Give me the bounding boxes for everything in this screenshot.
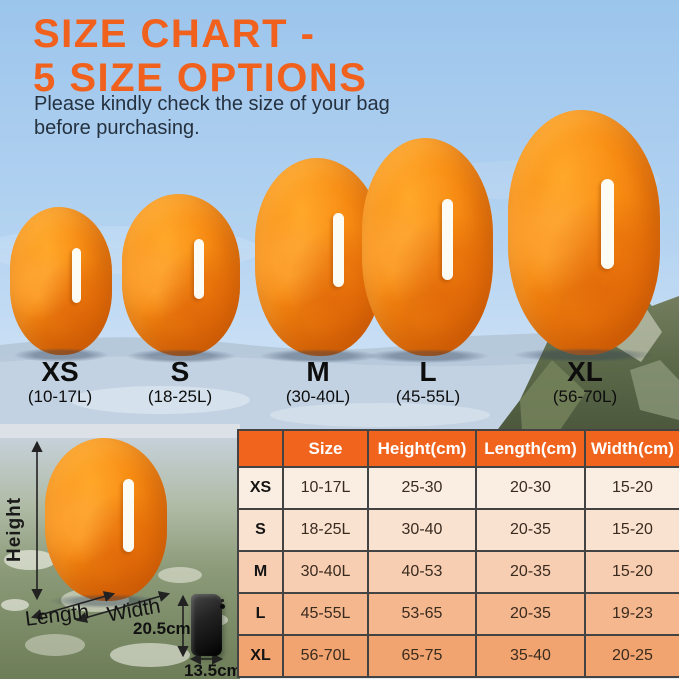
- table-cell: 30-40L: [282, 550, 369, 594]
- table-cell: 45-55L: [282, 592, 369, 636]
- subtitle: Please kindly check the size of your bag…: [34, 92, 390, 140]
- size-label-s: S (18-25L): [120, 357, 240, 407]
- reflective-stripe: [193, 239, 204, 300]
- subtitle-line-1: Please kindly check the size of your bag: [34, 93, 390, 115]
- table-cell: 20-35: [475, 550, 586, 594]
- size-capacity: (18-25L): [147, 387, 213, 406]
- header-cell-length: Length(cm): [475, 429, 586, 468]
- table-cell: XL: [237, 634, 284, 678]
- size-table: Size Height(cm) Length(cm) Width(cm) XS …: [237, 429, 679, 678]
- rain-cover-m: [255, 158, 383, 363]
- size-code: S: [170, 356, 190, 387]
- size-capacity: (10-17L): [27, 387, 93, 406]
- table-cell: 20-35: [475, 508, 586, 552]
- rain-cover-xs: [10, 207, 112, 362]
- table-cell: 25-30: [367, 466, 477, 510]
- table-row-l: L 45-55L 53-65 20-35 19-23: [237, 592, 679, 636]
- header-cell-size: Size: [282, 429, 369, 468]
- size-label-l: L (45-55L): [368, 357, 488, 407]
- title-line-1: SIZE CHART -: [33, 12, 316, 56]
- table-cell: S: [237, 508, 284, 552]
- table-cell: 15-20: [584, 508, 679, 552]
- table-cell: 20-30: [475, 466, 586, 510]
- reflective-stripe: [72, 248, 81, 304]
- size-code: XS: [41, 356, 79, 387]
- header-cell-width: Width(cm): [584, 429, 679, 468]
- table-cell: 15-20: [584, 550, 679, 594]
- size-label-xs: XS (10-17L): [0, 357, 120, 407]
- table-row-xs: XS 10-17L 25-30 20-30 15-20: [237, 466, 679, 510]
- storage-pouch: [191, 594, 225, 656]
- size-capacity: (45-55L): [395, 387, 461, 406]
- rain-cover-xl: [508, 110, 660, 362]
- table-cell: 10-17L: [282, 466, 369, 510]
- reflective-stripe: [600, 178, 614, 270]
- table-cell: L: [237, 592, 284, 636]
- size-label-xl: XL (56-70L): [525, 357, 645, 407]
- length-dimension-label: Length: [23, 600, 91, 631]
- pouch-width-value: 13.5cm: [184, 661, 242, 679]
- size-code: L: [419, 356, 437, 387]
- table-cell: 56-70L: [282, 634, 369, 678]
- table-row-s: S 18-25L 30-40 20-35 15-20: [237, 508, 679, 552]
- table-cell: M: [237, 550, 284, 594]
- table-cell: 15-20: [584, 466, 679, 510]
- table-cell: 18-25L: [282, 508, 369, 552]
- size-code: XL: [567, 356, 603, 387]
- table-cell: 20-35: [475, 592, 586, 636]
- table-row-xl: XL 56-70L 65-75 35-40 20-25: [237, 634, 679, 678]
- rain-cover-l: [362, 138, 493, 363]
- rain-cover-s: [122, 194, 240, 363]
- table-cell: 20-25: [584, 634, 679, 678]
- size-capacity: (56-70L): [552, 387, 618, 406]
- size-label-m: M (30-40L): [258, 357, 378, 407]
- size-code: M: [306, 356, 330, 387]
- table-cell: 35-40: [475, 634, 586, 678]
- reflective-stripe: [123, 478, 135, 553]
- height-dimension-label: Height: [4, 496, 25, 562]
- subtitle-line-2: before purchasing.: [34, 117, 200, 139]
- page-title: SIZE CHART - 5 SIZE OPTIONS: [33, 12, 367, 100]
- header-cell-empty: [237, 429, 284, 468]
- table-cell: XS: [237, 466, 284, 510]
- table-cell: 65-75: [367, 634, 477, 678]
- table-header-row: Size Height(cm) Length(cm) Width(cm): [237, 429, 679, 468]
- table-cell: 53-65: [367, 592, 477, 636]
- size-capacity: (30-40L): [285, 387, 351, 406]
- reflective-stripe: [333, 213, 344, 287]
- rain-cover-demo: [45, 438, 167, 608]
- table-row-m: M 30-40L 40-53 20-35 15-20: [237, 550, 679, 594]
- table-cell: 19-23: [584, 592, 679, 636]
- table-cell: 40-53: [367, 550, 477, 594]
- header-cell-height: Height(cm): [367, 429, 477, 468]
- pouch-height-value: 20.5cm: [133, 619, 191, 638]
- title-line-2: 5 SIZE OPTIONS: [33, 56, 368, 100]
- table-cell: 30-40: [367, 508, 477, 552]
- reflective-stripe: [441, 199, 454, 280]
